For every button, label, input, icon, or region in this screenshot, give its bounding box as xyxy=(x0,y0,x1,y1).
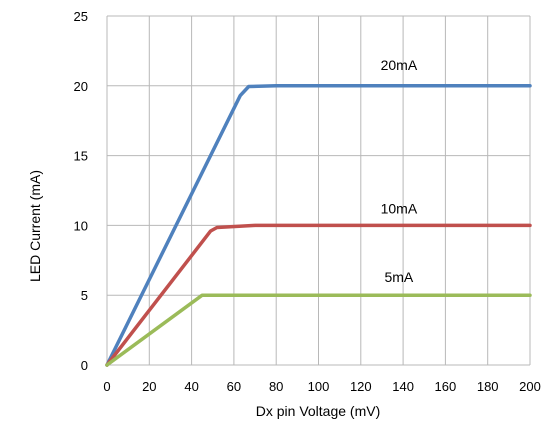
annotation-label: 10mA xyxy=(381,201,418,217)
annotation-label: 5mA xyxy=(384,269,413,285)
y-tick-label: 15 xyxy=(74,149,88,164)
y-axis-label: LED Current (mA) xyxy=(27,170,43,282)
x-tick-label: 140 xyxy=(392,379,414,394)
x-tick-label: 80 xyxy=(269,379,283,394)
series-layer xyxy=(105,84,532,367)
x-tick-label: 60 xyxy=(227,379,241,394)
annotations: 20mA 10mA 5mA xyxy=(381,57,418,285)
y-tick-label: 25 xyxy=(74,9,88,24)
x-tick-label: 40 xyxy=(184,379,198,394)
x-axis-label: Dx pin Voltage (mV) xyxy=(256,403,381,419)
x-tick-label: 100 xyxy=(308,379,330,394)
x-tick-label: 0 xyxy=(103,379,110,394)
x-tick-label: 180 xyxy=(477,379,499,394)
y-tick-label: 20 xyxy=(74,79,88,94)
tick-labels: 0 20 40 60 80 100 120 140 160 180 200 0 5 10 15 20 25 xyxy=(74,9,541,394)
y-tick-label: 5 xyxy=(81,288,88,303)
x-tick-label: 200 xyxy=(519,379,541,394)
series-line-2 xyxy=(105,293,532,367)
y-tick-label: 0 xyxy=(81,358,88,373)
x-tick-label: 20 xyxy=(142,379,156,394)
series-line-0 xyxy=(105,84,532,367)
x-tick-label: 160 xyxy=(435,379,457,394)
x-tick-label: 120 xyxy=(350,379,372,394)
grid-lines xyxy=(106,15,531,366)
series-line-1 xyxy=(105,223,532,367)
y-tick-label: 10 xyxy=(74,218,88,233)
annotation-label: 20mA xyxy=(381,57,418,73)
